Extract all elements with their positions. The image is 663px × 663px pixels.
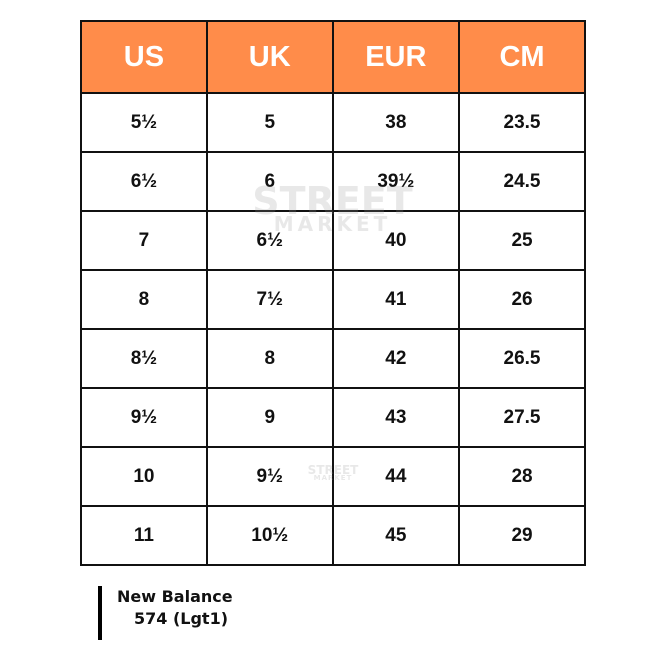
table-cell: 29 [458, 505, 586, 566]
column-header: UK [205, 20, 334, 94]
column-header: CM [458, 20, 586, 94]
table-cell: 25 [458, 210, 586, 271]
table-row: 7 6½ 40 25 [80, 210, 586, 271]
table-cell: 44 [331, 446, 461, 507]
table-cell: 42 [331, 328, 461, 389]
brand-name: New Balance [117, 587, 233, 606]
table-cell: 39½ [331, 151, 461, 212]
model-name: 574 (Lgt1) [134, 609, 229, 628]
table-cell: 45 [331, 505, 461, 566]
table-cell: 6½ [205, 210, 334, 271]
table-cell: 23.5 [458, 92, 586, 153]
table-cell: 7 [80, 210, 208, 271]
table-cell: 8 [205, 328, 334, 389]
table-cell: 6½ [80, 151, 208, 212]
table-cell: 8 [80, 269, 208, 330]
table-cell: 6 [205, 151, 334, 212]
table-cell: 10½ [205, 505, 334, 566]
table-cell: 8½ [80, 328, 208, 389]
table-cell: 9½ [205, 446, 334, 507]
table-cell: 26 [458, 269, 586, 330]
table-cell: 27.5 [458, 387, 586, 448]
table-row: 5½ 5 38 23.5 [80, 92, 586, 153]
size-chart-table: US UK EUR CM 5½ 5 38 23.5 6½ 6 39½ 24.5 7 6½ 40 25 8 7½ 4… [80, 20, 586, 566]
table-cell: 40 [331, 210, 461, 271]
table-cell: 41 [331, 269, 461, 330]
table-cell: 9 [205, 387, 334, 448]
table-cell: 38 [331, 92, 461, 153]
table-cell: 10 [80, 446, 208, 507]
table-cell: 28 [458, 446, 586, 507]
column-header: EUR [331, 20, 461, 94]
table-cell: 7½ [205, 269, 334, 330]
table-cell: 9½ [80, 387, 208, 448]
table-cell: 5 [205, 92, 334, 153]
table-cell: 5½ [80, 92, 208, 153]
table-row: 11 10½ 45 29 [80, 505, 586, 566]
table-row: 6½ 6 39½ 24.5 [80, 151, 586, 212]
table-row: 9½ 9 43 27.5 [80, 387, 586, 448]
table-row: 8½ 8 42 26.5 [80, 328, 586, 389]
column-header: US [80, 20, 208, 94]
table-row: 10 9½ 44 28 [80, 446, 586, 507]
header-row: US UK EUR CM [80, 20, 586, 94]
table-row: 8 7½ 41 26 [80, 269, 586, 330]
product-caption: New Balance 574 (Lgt1) [98, 586, 233, 640]
table-cell: 26.5 [458, 328, 586, 389]
table-cell: 43 [331, 387, 461, 448]
table-cell: 24.5 [458, 151, 586, 212]
table-cell: 11 [80, 505, 208, 566]
